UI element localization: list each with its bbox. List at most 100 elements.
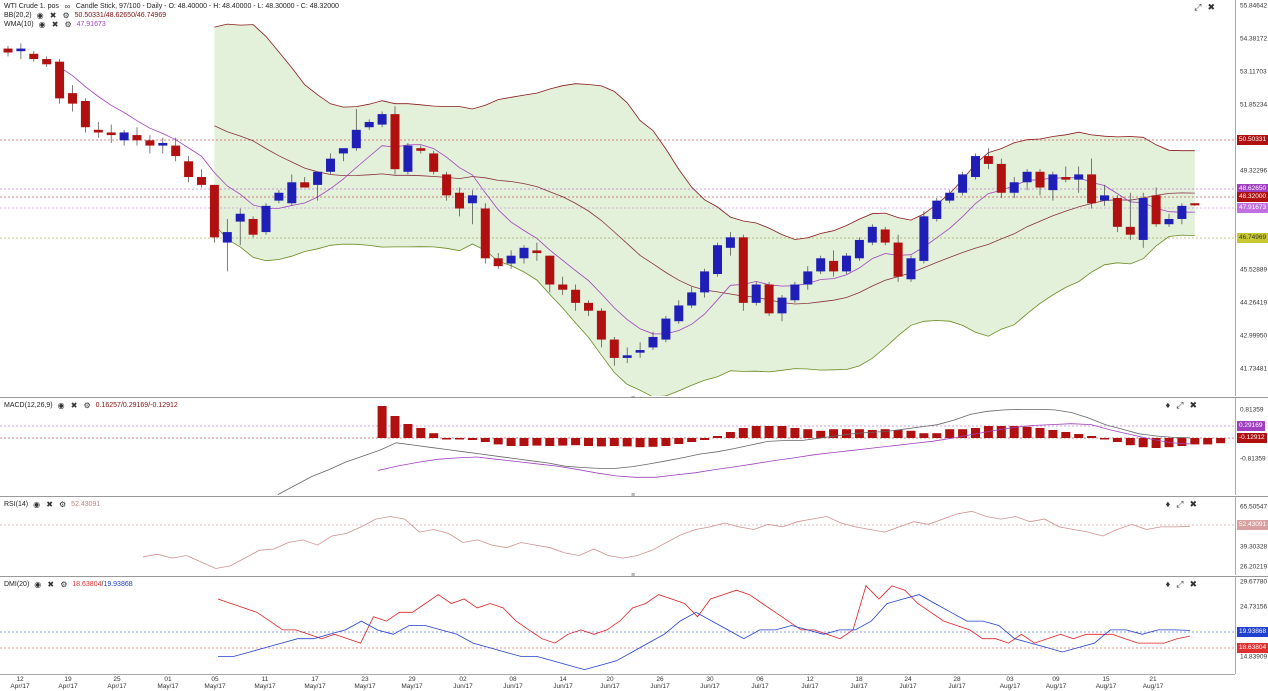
macd-pane[interactable]: MACD(12,26,9) ◉ ✖ ⚙ 0.16257/0.29169/-0.1… [0,398,1235,495]
macd-histogram-bar [1061,432,1071,438]
visibility-icon[interactable]: ◉ [57,401,65,410]
dmi-minus-tag: 19.93868 [1237,627,1268,637]
macd-histogram-bar [971,428,980,438]
date-tick-month: Jun/17 [600,683,620,690]
macd-histogram-bar [725,432,735,438]
expand-icon[interactable]: ⤢ [1176,400,1184,410]
candle [1061,177,1071,180]
candle [1022,171,1032,183]
move-icon[interactable]: ♦ [1165,499,1171,509]
close-icon[interactable]: ✖ [46,500,53,509]
dmi-tick: 29.67780 [1240,578,1268,586]
pane-divider[interactable] [0,576,1268,577]
price-chart[interactable] [0,0,1235,396]
price-axis[interactable]: 55.84642 54.38172 53.11703 51.85234 49.3… [1235,0,1268,396]
macd-tick: -0.81359 [1240,455,1266,463]
macd-histogram-bar [1022,426,1032,438]
gear-icon[interactable]: ⚙ [62,11,70,20]
gear-icon[interactable]: ⚙ [83,401,91,410]
candle [480,208,490,259]
gear-icon[interactable]: ⚙ [59,500,67,509]
link-icon[interactable]: ∞ [64,2,71,11]
date-tick: 28 Jul/17 [948,676,965,690]
expand-icon[interactable]: ⤢ [1176,579,1184,589]
visibility-icon[interactable]: ◉ [33,500,41,509]
date-tick-day: 18 [855,676,863,683]
close-pane-icon[interactable]: ✖ [1207,2,1215,12]
macd-histogram-bar [635,438,645,448]
close-pane-icon[interactable]: ✖ [1189,400,1197,410]
price-pane[interactable]: WTI Crude 1. pos ∞ Candle Stick, 97/100 … [0,0,1235,396]
date-tick: 08 Jun/17 [503,676,523,690]
candle [971,156,980,178]
candle [326,158,335,172]
rsi-pane[interactable]: RSI(14) ◉ ✖ ⚙ 52.43091 ♦ ⤢ ✖ [0,497,1235,575]
date-tick-month: Apr/17 [107,683,127,690]
close-pane-icon[interactable]: ✖ [1189,499,1197,509]
date-axis[interactable]: 12 Apr/17 19 Apr/17 25 Apr/17 01 May/17 05 May/17… [0,674,1235,691]
macd-chart[interactable] [0,398,1235,495]
move-icon[interactable]: ♦ [1165,400,1171,410]
close-pane-icon[interactable]: ✖ [1189,579,1197,589]
candle [158,142,168,146]
date-tick-month: Jun/17 [700,683,720,690]
close-icon[interactable]: ✖ [51,20,59,29]
expand-icon[interactable]: ⤢ [1194,2,1202,12]
date-tick: 17 May/17 [304,676,325,690]
date-tick-month: May/17 [204,683,226,690]
close-icon[interactable]: ✖ [47,580,55,589]
instrument-title: WTI Crude 1. pos [4,3,59,10]
candle [132,135,142,141]
resize-handle[interactable]: ≡ [631,492,636,499]
macd-histogram-bar [622,438,632,447]
macd-histogram-bar [919,433,929,438]
candle [171,145,181,157]
gear-icon[interactable]: ⚙ [60,580,68,589]
macd-histogram-bar [571,438,581,446]
candle [674,305,684,322]
date-tick-day: 28 [953,676,961,683]
date-tick-day: 20 [606,676,614,683]
pane-divider[interactable] [0,397,1268,398]
candle [493,258,503,267]
gear-icon[interactable]: ⚙ [64,20,72,29]
candle [725,237,735,248]
date-tick-month: May/17 [304,683,326,690]
close-icon[interactable]: ✖ [49,11,57,20]
rsi-chart[interactable] [0,497,1235,575]
expand-icon[interactable]: ⤢ [1176,499,1184,509]
dmi-chart[interactable] [0,577,1235,674]
price-tick: 51.85234 [1240,101,1268,109]
candle [700,271,710,293]
date-tick-month: May/17 [254,683,276,690]
candle [106,132,116,136]
resize-handle[interactable]: ≡ [631,572,636,579]
close-icon[interactable]: ✖ [70,401,78,410]
date-tick: 01 May/17 [157,676,178,690]
candle [738,237,748,303]
price-tick: 42.99950 [1240,332,1268,340]
visibility-icon[interactable]: ◉ [34,580,42,589]
macd-histogram-bar [1177,438,1187,446]
date-tick-day: 30 [706,676,714,683]
dmi-axis[interactable]: 29.67780 24.73156 14.83909 19.93868 18.6… [1235,577,1268,674]
macd-axis[interactable]: 0.81359 -0.81359 0.29169 -0.12912 [1235,398,1268,495]
visibility-icon[interactable]: ◉ [38,20,46,29]
candle [777,297,787,314]
dmi-tick: 24.73156 [1240,603,1268,611]
date-tick: 05 May/17 [204,676,225,690]
rsi-name: RSI(14) [4,501,29,508]
candle [983,156,993,164]
candle [416,148,426,151]
dmi-name: DMI(20) [4,581,30,588]
dmi-pane[interactable]: DMI(20) ◉ ✖ ⚙ 18.63804/19.93868 ♦ ⤢ ✖ [0,577,1235,674]
move-icon[interactable]: ♦ [1165,579,1171,589]
date-tick: 14 Jun/17 [553,676,573,690]
date-tick: 12 Jul/17 [801,676,818,690]
candle [842,255,851,272]
price-tick: 49.32296 [1240,167,1268,175]
visibility-icon[interactable]: ◉ [36,11,44,20]
pane-divider[interactable] [0,496,1268,497]
macd-histogram-bar [983,426,993,438]
rsi-axis[interactable]: 65.50547 39.30328 26.20219 52.43091 [1235,497,1268,575]
